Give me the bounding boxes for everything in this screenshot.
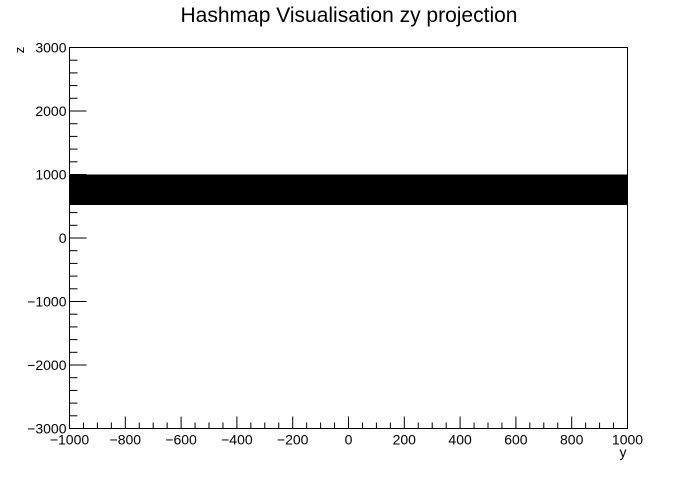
plot-frame (69, 47, 628, 429)
y-tick-label: −1000 (27, 294, 67, 310)
data-region (69, 174, 628, 205)
x-tick-label: −400 (221, 432, 253, 448)
x-tick-label: −600 (165, 432, 197, 448)
y-axis-label: z (12, 47, 27, 54)
x-axis-ticks: −1000 −800 −600 −400 −200 0 200 400 600 800 1000 (50, 416, 643, 448)
x-tick-label: −1000 (50, 432, 90, 448)
y-tick-label: 2000 (35, 103, 66, 119)
x-tick-label: −200 (277, 432, 309, 448)
y-tick-label: 3000 (35, 40, 66, 56)
y-tick-label: 1000 (35, 167, 66, 183)
y-tick-label: 0 (59, 230, 67, 246)
y-tick-label: −2000 (27, 357, 67, 373)
y-axis-ticks: −3000 −2000 −1000 0 1000 2000 3000 (27, 40, 87, 437)
x-tick-label: 1000 (612, 432, 643, 448)
x-tick-label: 800 (560, 432, 584, 448)
x-tick-label: 200 (393, 432, 417, 448)
x-tick-label: 600 (504, 432, 528, 448)
x-axis-label: y (620, 444, 627, 460)
data-regions (69, 174, 628, 205)
chart-title: Hashmap Visualisation zy projection (181, 4, 518, 27)
y-tick-label: −3000 (27, 421, 67, 437)
x-tick-label: 0 (345, 432, 353, 448)
x-tick-label: 400 (448, 432, 472, 448)
x-tick-label: −800 (110, 432, 142, 448)
